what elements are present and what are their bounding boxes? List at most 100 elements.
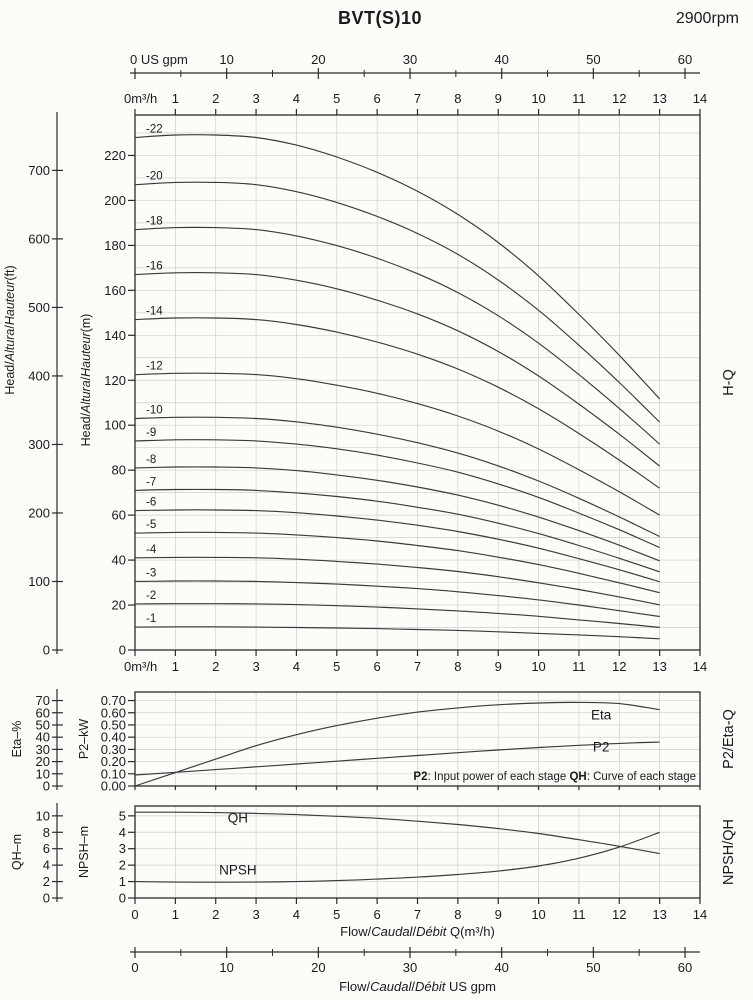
x-tick-label: 2 <box>212 659 219 674</box>
inner-tick-label: 200 <box>104 193 126 208</box>
x-tick-label: 12 <box>612 659 626 674</box>
x-tick-label: 9 <box>495 91 502 106</box>
hq-curve-18 <box>134 226 660 445</box>
x-tick-label: 14 <box>693 91 707 106</box>
stage-curve-label: -2 <box>146 590 156 602</box>
gpm-tick-label: 0 <box>131 960 138 975</box>
inner-tick-label: 0.20 <box>101 754 126 769</box>
inner-tick-label: 100 <box>104 418 126 433</box>
inner-tick-label: 40 <box>112 553 126 568</box>
gpm-tick-label: 30 <box>403 52 417 67</box>
hq-curve-20 <box>134 181 661 423</box>
x-tick-label: 4 <box>293 91 300 106</box>
x-tick-label: 2 <box>212 907 219 922</box>
x-tick-label: 9 <box>495 659 502 674</box>
inner-tick-label: 1 <box>119 874 126 889</box>
hq-curve-22 <box>134 134 661 400</box>
x-tick-label: 13 <box>652 659 666 674</box>
gpm-tick-label: 20 <box>311 960 325 975</box>
x-tick-label: 7 <box>414 907 421 922</box>
x-tick-label: 3 <box>252 659 259 674</box>
gpm-tick-label: 10 <box>219 960 233 975</box>
outer-tick-label: 60 <box>36 705 50 720</box>
npshqh-grid <box>135 806 700 898</box>
stage-curve-label: -14 <box>146 306 163 318</box>
x-tick-label: 9 <box>495 907 502 922</box>
outer-tick-label: 50 <box>36 717 50 732</box>
x-tick-label: 12 <box>612 907 626 922</box>
x-tick-label: 11 <box>572 659 586 674</box>
inner-tick-label: 0.70 <box>101 693 126 708</box>
gpm-tick-label: 30 <box>403 960 417 975</box>
p2eta-grid <box>135 692 700 786</box>
x-tick-label: 8 <box>454 91 461 106</box>
hq-curve-3 <box>134 580 660 618</box>
inner-tick-label: 220 <box>104 148 126 163</box>
inner-tick-label: 2 <box>119 858 126 873</box>
gpm-tick-label: 40 <box>494 960 508 975</box>
outer-tick-label: 6 <box>43 841 50 856</box>
x-tick-label: 5 <box>333 659 340 674</box>
curve-name-label: NPSH <box>219 863 257 878</box>
hq-curve-1 <box>134 626 660 640</box>
inner-tick-label: 3 <box>119 841 126 856</box>
outer-tick-label: 100 <box>28 574 50 589</box>
inner-tick-label: 0.40 <box>101 730 126 745</box>
npshqh-inner-y-axis: 0 12 34 5 NPSH–m <box>77 808 135 906</box>
hq-curve-6 <box>134 509 660 583</box>
x-tick-label: 10 <box>531 91 545 106</box>
inner-tick-label: 0.50 <box>101 717 126 732</box>
outer-tick-label: 200 <box>28 505 50 520</box>
inner-tick-label: 60 <box>112 508 126 523</box>
inner-tick-label: 0.30 <box>101 742 126 757</box>
inner-tick-label: 0 <box>119 891 126 906</box>
x-tick-label: 1 <box>172 91 179 106</box>
x-tick-label: 14 <box>693 907 707 922</box>
stage-curve-label: -6 <box>146 497 156 509</box>
outer-tick-label: 8 <box>43 825 50 840</box>
outer-tick-label: 2 <box>43 874 50 889</box>
section-right-label: NPSH/QH <box>721 819 737 885</box>
x-tick-label: 5 <box>333 91 340 106</box>
note-text: P2: Input power of each stage QH: Curve … <box>413 771 696 783</box>
page-title: BVT(S)10 <box>337 8 422 28</box>
x-tick-label: 6 <box>374 659 381 674</box>
p2eta-outer-axis-title: Eta–% <box>10 721 24 758</box>
x-tick-label: 14 <box>693 659 707 674</box>
x-tick-label: 10 <box>531 659 545 674</box>
hq-inner-axis-title: Head/Altura/Hauteur(m) <box>79 314 93 447</box>
x-tick-label: 7 <box>414 659 421 674</box>
gpm-tick-label: 50 <box>586 960 600 975</box>
npshqh-inner-axis-title: NPSH–m <box>77 826 91 878</box>
outer-tick-label: 400 <box>28 368 50 383</box>
x-tick-label: 4 <box>293 659 300 674</box>
x-tick-label: 11 <box>572 907 586 922</box>
p2eta-curve-p2 <box>134 741 660 776</box>
p2eta-chart: 0.000.100.200.300.400.500.600.70 P2–kW 010… <box>10 689 737 794</box>
hq-curve-5 <box>134 531 660 594</box>
gpm-tick-label: 60 <box>678 52 692 67</box>
gpm-tick-label: 10 <box>219 52 233 67</box>
section-right-label: H-Q <box>721 369 737 396</box>
outer-tick-label: 0 <box>43 779 50 794</box>
x-tick-label: 11 <box>572 91 586 106</box>
hq-chart: 020406080100120140160180200220Head/Altur… <box>3 52 737 674</box>
hq-curve-9 <box>134 439 660 549</box>
inner-tick-label: 0.10 <box>101 766 126 781</box>
stage-curve-label: -8 <box>146 454 156 466</box>
hq-outer-y-axis: 0 100 200 300 400 500 600 700 Head/Altura/Hauteu… <box>3 112 63 658</box>
hq-outer-axis-title: Head/Altura/Hauteur(ft) <box>3 265 17 394</box>
gpm-tick-label: 50 <box>586 52 600 67</box>
stage-curve-label: -22 <box>146 123 163 135</box>
x-tick-label: 5 <box>333 907 340 922</box>
outer-tick-label: 700 <box>28 163 50 178</box>
curve-name-label: Eta <box>591 707 612 722</box>
gpm-axis-caption: Flow/Caudal/Débit US gpm <box>339 979 496 994</box>
outer-tick-label: 20 <box>36 754 50 769</box>
stage-curve-label: -1 <box>146 613 156 625</box>
stage-curve-label: -9 <box>146 427 156 439</box>
x-tick-label: 10 <box>531 907 545 922</box>
x-tick-label: 0m³/h <box>124 91 157 106</box>
